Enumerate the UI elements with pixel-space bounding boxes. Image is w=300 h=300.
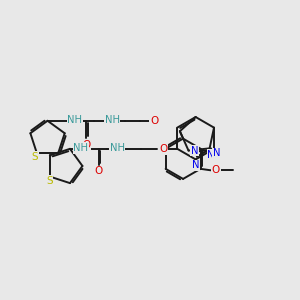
Text: N: N — [213, 148, 221, 158]
Text: O: O — [82, 140, 91, 150]
Text: N: N — [190, 146, 198, 156]
Text: NH: NH — [73, 143, 88, 153]
Text: O: O — [94, 166, 103, 176]
Text: S: S — [31, 152, 38, 162]
Text: O: O — [150, 116, 158, 126]
Text: NH: NH — [105, 115, 120, 125]
Text: NH: NH — [68, 115, 82, 125]
Text: O: O — [159, 144, 167, 154]
Text: O: O — [212, 165, 220, 175]
Text: NH: NH — [110, 143, 125, 153]
Text: N: N — [207, 150, 215, 160]
Text: S: S — [46, 176, 52, 186]
Text: N: N — [192, 160, 200, 170]
